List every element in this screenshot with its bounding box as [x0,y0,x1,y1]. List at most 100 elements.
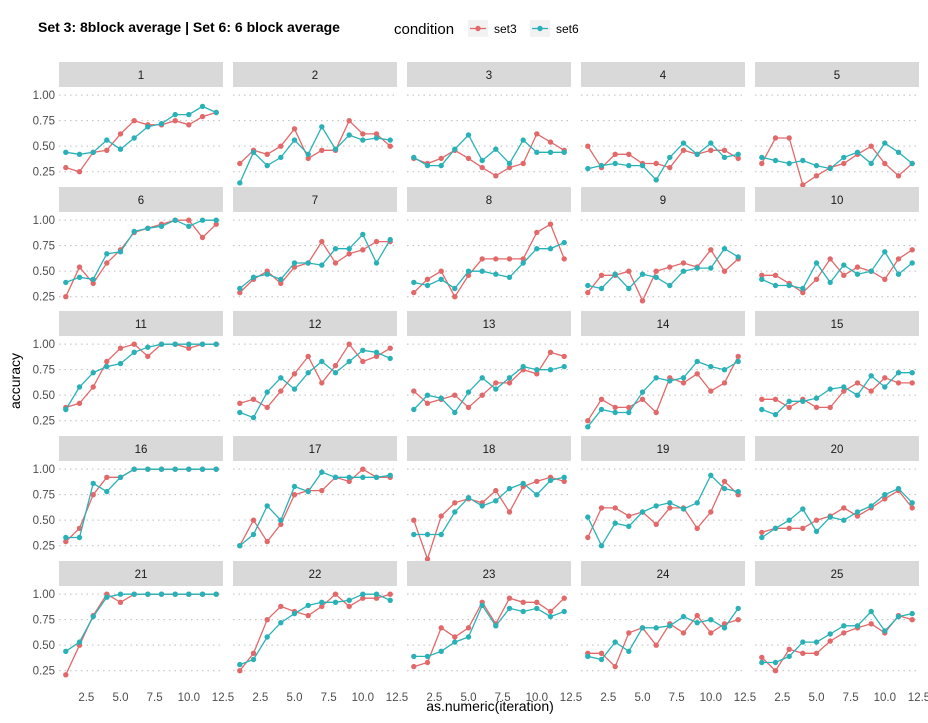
data-point-set6 [786,160,792,167]
x-tick-label: 2.5 [600,692,616,704]
data-point-set6 [708,617,714,623]
data-point-set3 [721,268,728,274]
data-point-set3 [694,612,700,619]
data-point-set6 [841,154,847,161]
facet-strip [581,561,745,586]
facet-strip [59,561,223,586]
data-point-set6 [909,370,915,376]
facet-panel-17: 17 [233,436,397,549]
data-point-set3 [708,147,714,153]
data-point-set3 [237,289,243,296]
data-point-set3 [360,595,366,601]
data-point-set3 [452,294,458,300]
data-point-set6 [895,149,902,155]
data-point-set3 [424,400,431,406]
data-point-set6 [278,276,284,282]
data-point-set6 [639,389,646,395]
data-point-set6 [520,363,526,370]
data-point-set3 [493,487,499,494]
data-point-set3 [759,160,765,167]
y-tick-label: 0.75 [33,241,55,253]
data-point-set6 [547,477,554,484]
data-point-set3 [854,264,861,270]
data-point-set6 [264,503,270,509]
data-point-set6 [612,639,618,645]
data-point-set6 [721,485,728,492]
series-line-set6 [761,372,913,416]
data-point-set6 [291,386,298,392]
data-point-set6 [186,591,192,597]
data-point-set3 [882,496,888,502]
data-point-set6 [708,265,714,271]
data-point-set6 [653,375,659,381]
data-point-set3 [909,247,915,253]
data-point-set6 [76,274,83,280]
data-point-set6 [452,639,458,645]
legend-title: condition [394,21,454,38]
data-point-set6 [117,249,124,255]
data-point-set6 [639,625,646,631]
facet-strip-label: 2 [312,70,318,82]
data-point-set6 [319,599,325,605]
data-point-set6 [800,639,806,645]
data-point-set3 [479,164,485,171]
data-point-set6 [90,480,96,487]
data-point-set3 [813,276,820,282]
data-point-set6 [158,466,165,472]
data-point-set3 [237,160,243,167]
data-point-set3 [520,256,526,262]
data-point-set6 [63,648,69,654]
data-point-set3 [534,229,540,236]
data-point-set6 [438,276,444,282]
data-point-set6 [653,177,659,183]
data-point-set6 [305,151,311,157]
data-point-set3 [598,505,605,511]
data-point-set6 [332,246,339,252]
data-point-set3 [547,608,554,615]
data-point-set6 [278,620,284,626]
data-point-set6 [465,634,472,640]
data-point-set6 [653,503,659,509]
data-point-set3 [424,659,431,666]
data-point-set3 [772,135,779,141]
data-point-set6 [759,659,765,666]
y-tick-label: 0.25 [33,292,55,304]
data-point-set3 [585,289,591,296]
data-point-set3 [735,617,741,623]
data-point-set3 [708,509,714,515]
data-point-set3 [772,396,779,402]
data-point-set3 [827,404,833,411]
data-point-set3 [373,131,380,137]
data-point-set6 [213,109,219,116]
data-point-set6 [465,495,472,501]
data-point-set6 [63,149,69,155]
data-point-set6 [158,223,165,229]
data-point-set6 [291,260,298,266]
facet-strip-label: 25 [831,569,844,581]
data-point-set3 [63,164,69,171]
data-point-set6 [438,395,444,401]
facet-strip [407,311,571,336]
x-tick-label: 5.0 [461,692,477,704]
data-point-set6 [360,591,366,597]
data-point-set6 [708,363,714,370]
data-point-set6 [534,246,540,252]
data-point-set6 [319,469,325,475]
data-point-set6 [104,251,110,257]
data-point-set3 [882,160,888,167]
data-point-set3 [438,268,444,274]
data-point-set6 [264,162,270,169]
data-point-set6 [534,367,540,373]
facet-strip [59,62,223,87]
data-point-set3 [598,650,605,656]
data-point-set3 [291,492,298,498]
data-point-set3 [534,478,540,485]
data-point-set3 [278,388,284,394]
data-point-set6 [117,146,124,152]
data-point-set3 [63,672,69,678]
data-point-set3 [76,400,83,406]
data-point-set6 [305,602,311,609]
data-point-set3 [653,642,659,648]
data-point-set6 [786,517,792,523]
data-point-set6 [199,217,206,223]
